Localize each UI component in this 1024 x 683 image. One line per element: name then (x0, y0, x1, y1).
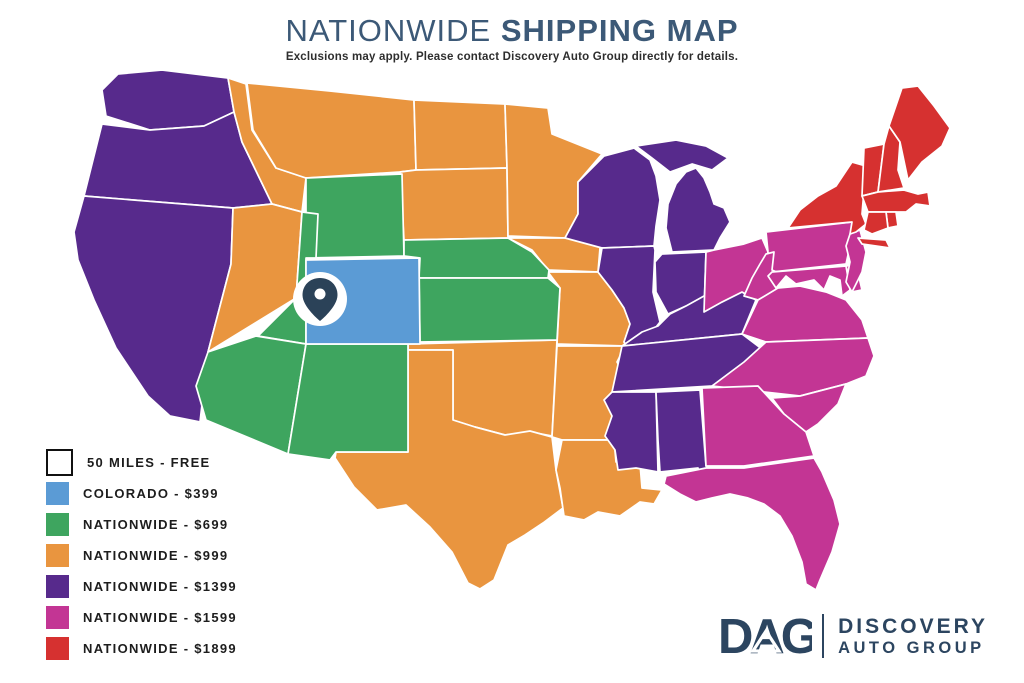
legend-label: 50 MILES - FREE (87, 455, 211, 470)
state-va: Virginia (741, 285, 869, 343)
state-az: Arizona (195, 335, 307, 455)
state-ma: Massachusetts (861, 189, 931, 213)
state-pa: Pennsylvania (765, 221, 853, 273)
legend-label: NATIONWIDE - $1599 (83, 610, 237, 625)
legend-label: NATIONWIDE - $999 (83, 548, 229, 563)
state-nj: New Jersey (845, 229, 867, 293)
legend-swatch-t699 (46, 513, 69, 536)
legend: 50 MILES - FREE COLORADO - $399 NATIONWIDE… (46, 449, 237, 668)
legend-swatch-t1599 (46, 606, 69, 629)
state-me: Maine (888, 85, 951, 181)
legend-swatch-t1899 (46, 637, 69, 660)
state-wi: Wisconsin (564, 147, 661, 249)
legend-swatch-free (46, 449, 73, 476)
state-wy: Wyoming (305, 173, 405, 259)
page-title-bold: SHIPPING MAP (500, 13, 739, 48)
state-sd: South Dakota (399, 167, 509, 241)
legend-swatch-t399 (46, 482, 69, 505)
legend-item-free: 50 MILES - FREE (46, 449, 237, 476)
mountain-icon (750, 628, 783, 653)
state-nd: North Dakota (413, 99, 508, 171)
legend-item-t1599: NATIONWIDE - $1599 (46, 606, 237, 629)
page-subtitle: Exclusions may apply. Please contact Dis… (285, 51, 739, 64)
legend-item-t999: NATIONWIDE - $999 (46, 544, 237, 567)
logo-divider (822, 614, 825, 658)
svg-text:DAG: DAG (720, 610, 812, 662)
state-ga: Georgia (701, 385, 815, 467)
page-title-light: NATIONWIDE (285, 13, 492, 48)
logo-company-name-2: AUTO GROUP (838, 638, 985, 657)
legend-label: NATIONWIDE - $1399 (83, 579, 237, 594)
state-tx: Texas (334, 349, 564, 590)
page-title: NATIONWIDE SHIPPING MAP (0, 13, 1024, 48)
location-pin-icon (293, 272, 347, 326)
state-ct: Connecticut (863, 211, 889, 235)
state-li: Long Island (857, 237, 891, 249)
state-ny: New York (787, 161, 867, 235)
state-nm: New Mexico (287, 343, 409, 461)
legend-label: COLORADO - $399 (83, 486, 219, 501)
states-layer: WashingtonOregonCaliforniaIdahoNevadaMon… (73, 69, 951, 591)
legend-item-t399: COLORADO - $399 (46, 482, 237, 505)
state-ks: Kansas (418, 277, 561, 343)
legend-label: NATIONWIDE - $1899 (83, 641, 237, 656)
state-mi_up: Michigan Upper Peninsula (635, 139, 729, 173)
legend-label: NATIONWIDE - $699 (83, 517, 229, 532)
logo-company-name: DISCOVERY (838, 614, 988, 638)
state-fl: Florida (663, 457, 841, 591)
logo-text: DISCOVERY AUTO GROUP (838, 616, 988, 657)
dag-logo: DAG DISCOVERY AUTO GROUP (720, 610, 988, 662)
legend-swatch-t1399 (46, 575, 69, 598)
legend-item-t699: NATIONWIDE - $699 (46, 513, 237, 536)
legend-swatch-t999 (46, 544, 69, 567)
state-mt: Montana (246, 82, 417, 179)
dag-monogram-icon: DAG (720, 610, 812, 662)
page-header: NATIONWIDE SHIPPING MAP Exclusions may a… (0, 13, 1024, 64)
legend-item-t1399: NATIONWIDE - $1399 (46, 575, 237, 598)
state-mi: Michigan (665, 167, 731, 253)
legend-item-t1899: NATIONWIDE - $1899 (46, 637, 237, 660)
